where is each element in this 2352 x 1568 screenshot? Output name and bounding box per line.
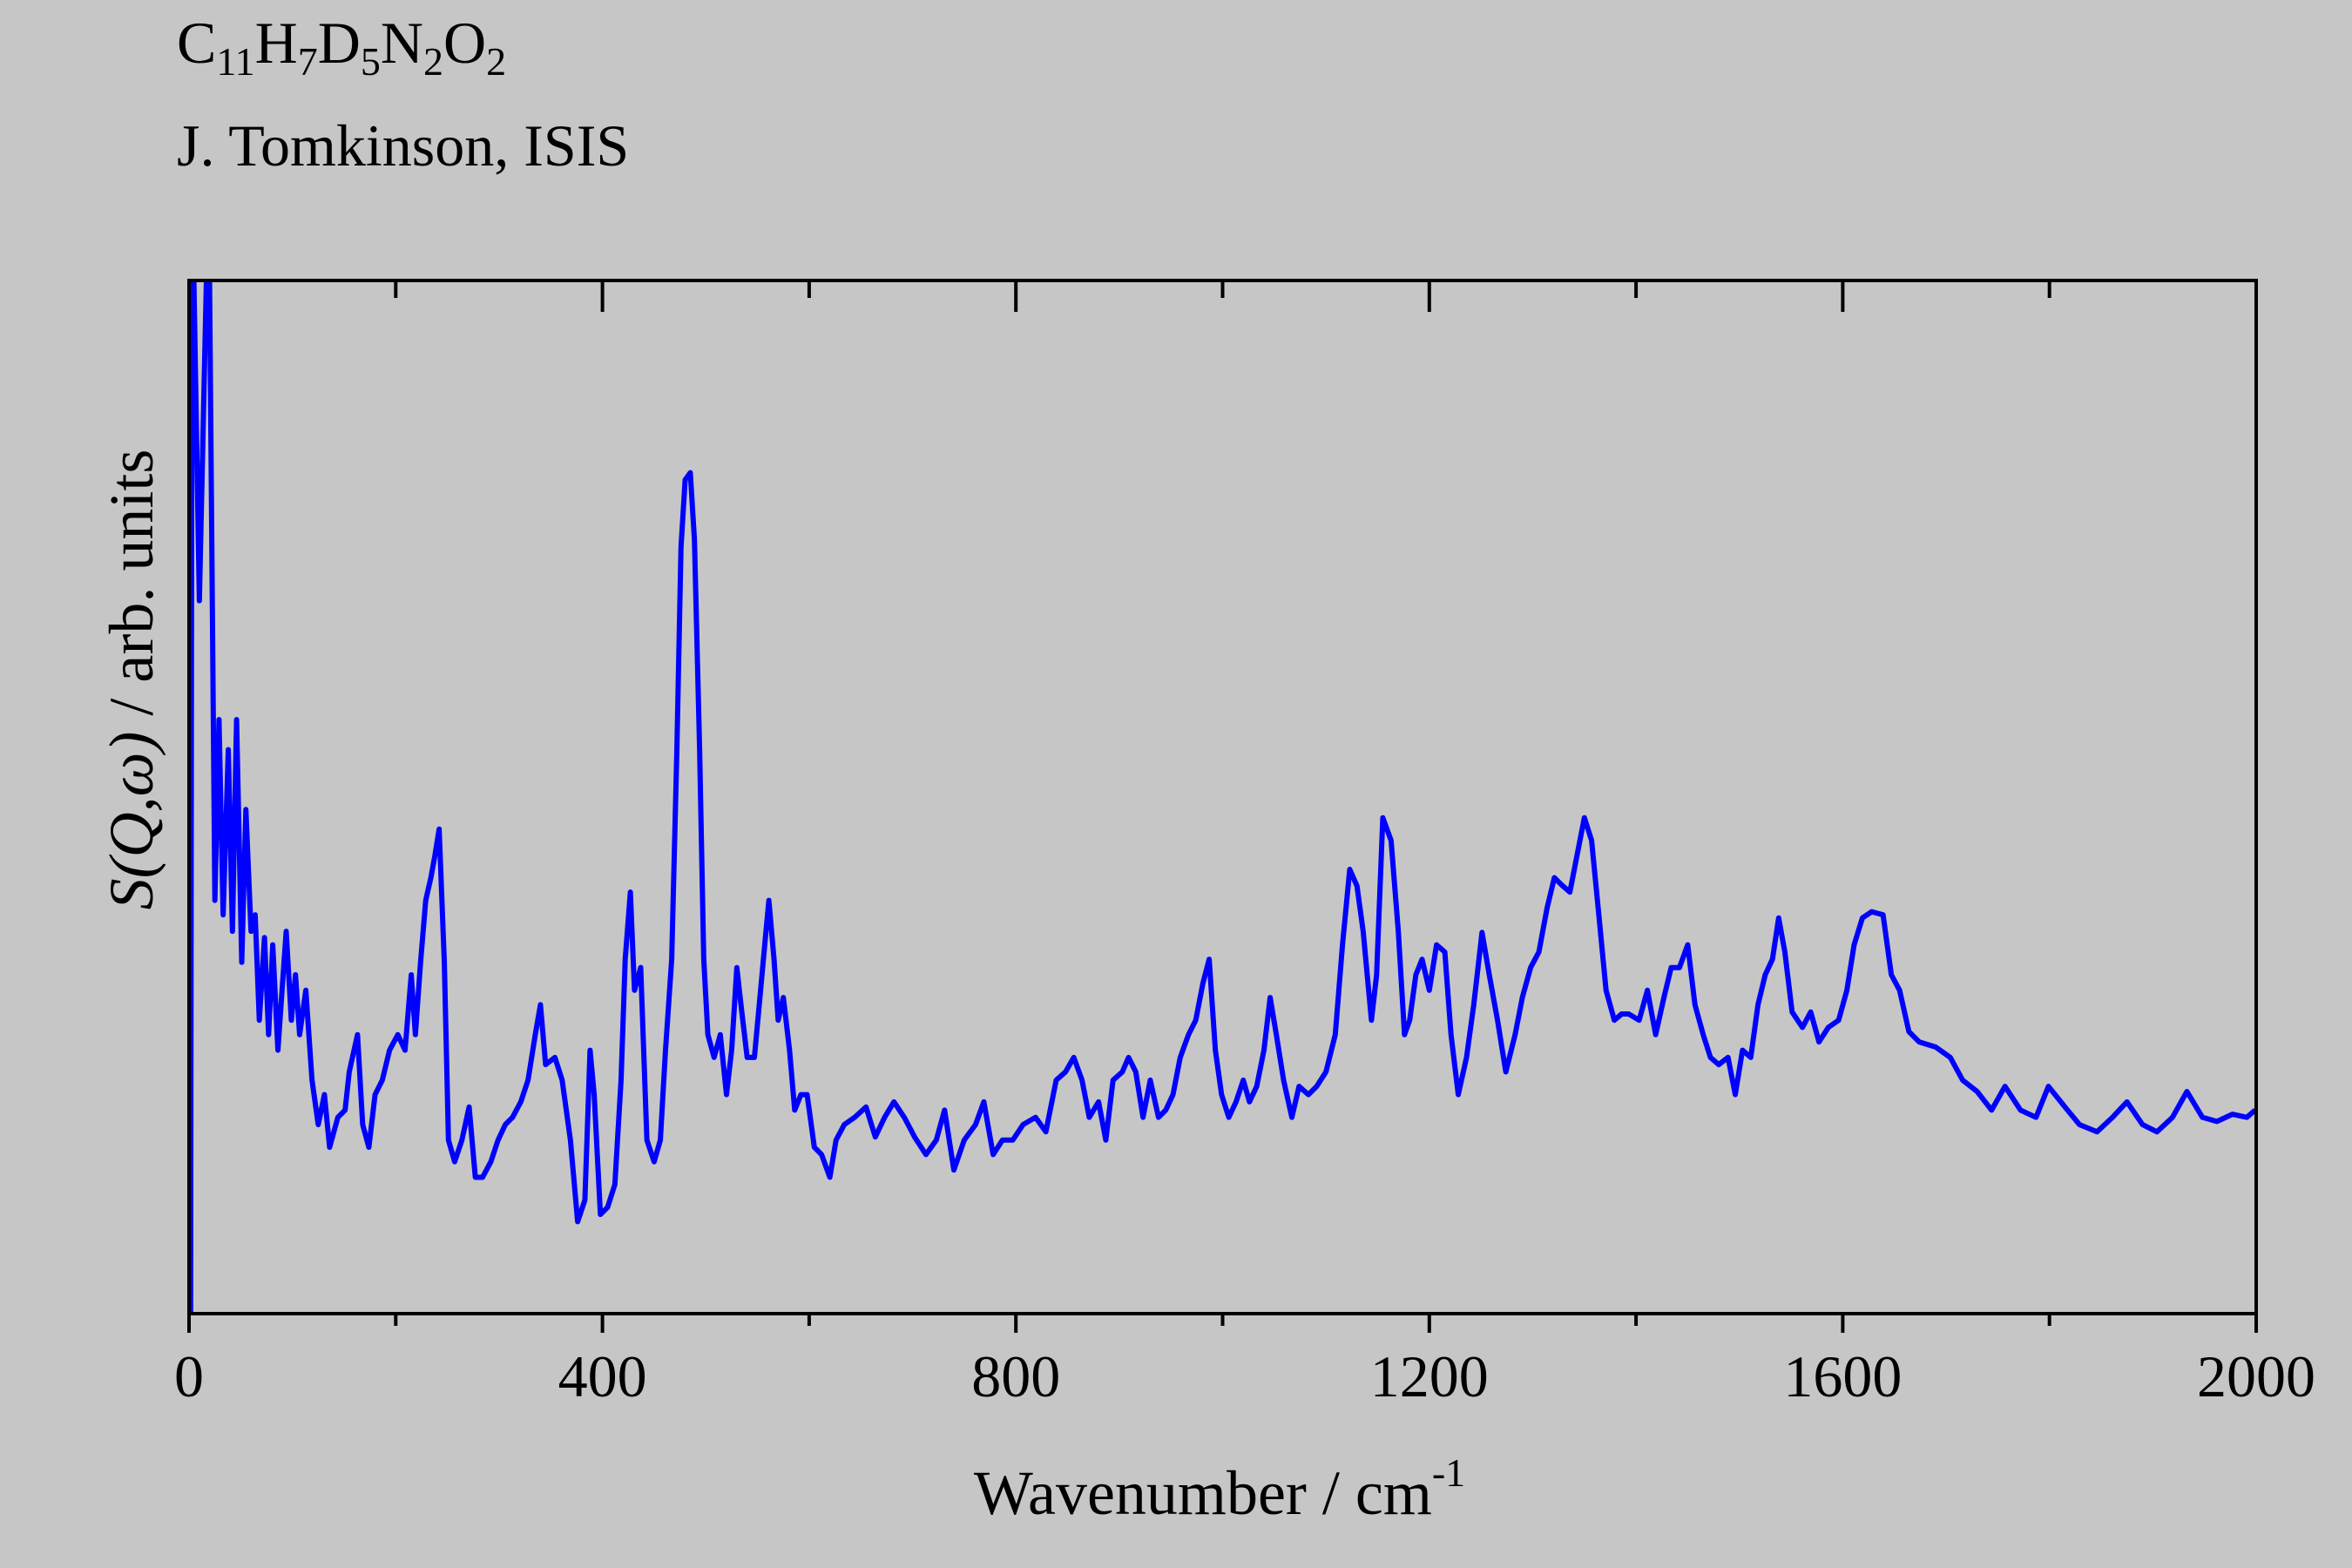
y-axis-label-italic: S(Q,ω) <box>97 732 166 910</box>
spectrum-line <box>189 280 2256 1314</box>
formula-element: N <box>381 10 423 76</box>
formula-subscript: 2 <box>423 39 443 84</box>
y-axis-label: S(Q,ω) / arb. units <box>97 449 166 910</box>
x-tick-label: 2000 <box>2197 1343 2315 1409</box>
chart-title: C11H7D5N2O2 <box>177 10 506 84</box>
x-axis-label-text: Wavenumber / cm <box>974 1458 1432 1528</box>
formula-subscript: 5 <box>361 39 381 84</box>
formula-subscript: 11 <box>216 39 254 84</box>
formula-subscript: 7 <box>298 39 318 84</box>
formula-element: H <box>255 10 298 76</box>
formula-element: D <box>318 10 361 76</box>
plot-area <box>189 280 2256 1314</box>
formula-subscript: 2 <box>486 39 506 84</box>
chart-subtitle: J. Tomkinson, ISIS <box>177 112 629 179</box>
x-tick-label: 0 <box>174 1343 204 1409</box>
x-axis-label: Wavenumber / cm-1 <box>974 1450 1465 1528</box>
x-axis-label-sup: -1 <box>1432 1450 1465 1495</box>
formula-element: O <box>443 10 486 76</box>
y-axis-label-text: / arb. units <box>97 449 166 716</box>
x-tick-label: 1200 <box>1370 1343 1489 1409</box>
x-tick-label: 800 <box>971 1343 1060 1409</box>
x-tick-label: 400 <box>558 1343 647 1409</box>
formula-element: C <box>177 10 216 76</box>
x-tick-label: 1600 <box>1783 1343 1902 1409</box>
